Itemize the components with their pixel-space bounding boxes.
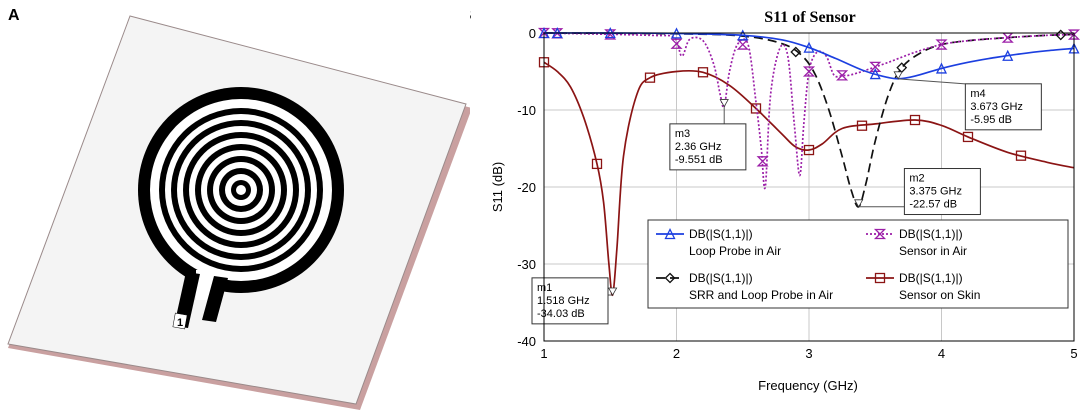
annotations-group: m11.518 GHz-34.03 dB m23.375 GHz-22.57 dB… <box>531 71 1042 325</box>
square-marker <box>697 67 709 78</box>
triangle-marker <box>737 29 749 41</box>
hourglass-marker <box>873 228 887 240</box>
legend-expr: DB(|S(1,1)|) <box>689 271 753 285</box>
chart-svg: B S11 of Sensor m11.518 GHz-34.03 dBm23.… <box>460 7 1081 393</box>
x-tick-label: 5 <box>1070 346 1077 361</box>
legend-series-name: Sensor on Skin <box>899 288 980 302</box>
hourglass-marker <box>604 29 617 40</box>
square-marker <box>644 72 656 83</box>
annotation-text: -34.03 dB <box>537 308 585 320</box>
hourglass-marker <box>869 61 882 73</box>
legend-series-name: Loop Probe in Air <box>689 244 781 258</box>
hourglass-marker <box>736 39 749 50</box>
square-marker <box>1015 150 1027 161</box>
triangle-marker <box>803 41 815 53</box>
x-tick-label: 2 <box>673 346 680 361</box>
port-label: 1 <box>177 317 183 329</box>
annotation-text: -9.551 dB <box>675 154 723 166</box>
annotation-pointer <box>719 99 729 108</box>
triangle-marker <box>664 228 676 240</box>
annotation-text: m2 <box>909 173 924 185</box>
square-marker <box>874 272 886 284</box>
square-marker <box>750 103 762 114</box>
legend-series-name: SRR and Loop Probe in Air <box>689 288 833 302</box>
annotation-text: 3.673 GHz <box>970 101 1023 113</box>
chart-title: S11 of Sensor <box>764 9 856 26</box>
legend: DB(|S(1,1)|) Loop Probe in Air DB(|S(1,1)|… <box>647 219 1069 309</box>
series-line <box>543 32 1075 80</box>
triangle-marker <box>869 68 881 80</box>
square-marker <box>962 131 974 143</box>
tick-labels: 1 2 3 4 5 0 -10 -20 -30 -40 <box>517 26 1077 361</box>
x-tick-label: 1 <box>540 346 547 361</box>
annotation-pointer <box>893 71 903 80</box>
annotation-text: m1 <box>537 282 552 294</box>
annotation-text: -5.95 dB <box>970 114 1012 126</box>
annotation-box <box>669 123 747 171</box>
annotation-pointer <box>607 287 618 296</box>
legend-series-name: Sensor in Air <box>899 244 967 258</box>
annotation-box <box>531 277 609 325</box>
series-line <box>543 61 1075 296</box>
panel-b-label: B <box>470 7 472 24</box>
x-tick-label: 4 <box>938 346 945 361</box>
panel-a-label: A <box>8 7 20 24</box>
square-marker <box>591 158 603 170</box>
sensor-illustration: A 1 <box>7 7 472 410</box>
annotation-text: 2.36 GHz <box>675 141 721 153</box>
plot-frame <box>543 32 1075 342</box>
legend-expr: DB(|S(1,1)|) <box>899 227 963 241</box>
hourglass-marker <box>802 66 816 77</box>
y-tick-label: 0 <box>529 26 536 41</box>
legend-box <box>647 219 1069 309</box>
hourglass-marker <box>836 70 849 81</box>
annotation-box <box>903 168 981 216</box>
y-axis-label: S11 (dB) <box>490 162 505 212</box>
y-tick-label: -30 <box>517 257 536 272</box>
y-tick-label: -20 <box>517 180 536 195</box>
y-tick-label: -40 <box>517 334 536 349</box>
panel-a: A 1 <box>0 0 472 412</box>
annotation-pointer <box>853 199 864 208</box>
annotation-text: 1.518 GHz <box>537 295 590 307</box>
x-tick-label: 3 <box>805 346 812 361</box>
feed-lines <box>172 272 228 330</box>
square-marker <box>803 144 815 156</box>
triangle-marker <box>1002 49 1014 61</box>
hourglass-marker <box>670 38 683 49</box>
annotation-box <box>964 83 1042 131</box>
annotation-text: -22.57 dB <box>909 199 957 211</box>
spiral-coil <box>138 87 344 300</box>
legend-expr: DB(|S(1,1)|) <box>899 271 963 285</box>
square-marker <box>909 114 921 126</box>
annotation-leader <box>898 78 966 85</box>
triangle-marker <box>935 62 948 74</box>
s11-chart: B S11 of Sensor m11.518 GHz-34.03 dBm23.… <box>460 0 1084 412</box>
square-marker <box>856 120 868 131</box>
annotation-text: m4 <box>970 88 985 100</box>
hourglass-marker <box>756 156 769 167</box>
hourglass-marker <box>1067 29 1081 40</box>
hourglass-marker <box>935 39 948 50</box>
diamond-marker <box>664 272 676 284</box>
x-axis-label: Frequency (GHz) <box>758 378 858 393</box>
legend-expr: DB(|S(1,1)|) <box>689 227 753 241</box>
y-tick-label: -10 <box>517 103 536 118</box>
diamond-marker <box>790 46 802 58</box>
annotation-text: m3 <box>675 128 690 140</box>
annotation-text: 3.375 GHz <box>909 186 962 198</box>
